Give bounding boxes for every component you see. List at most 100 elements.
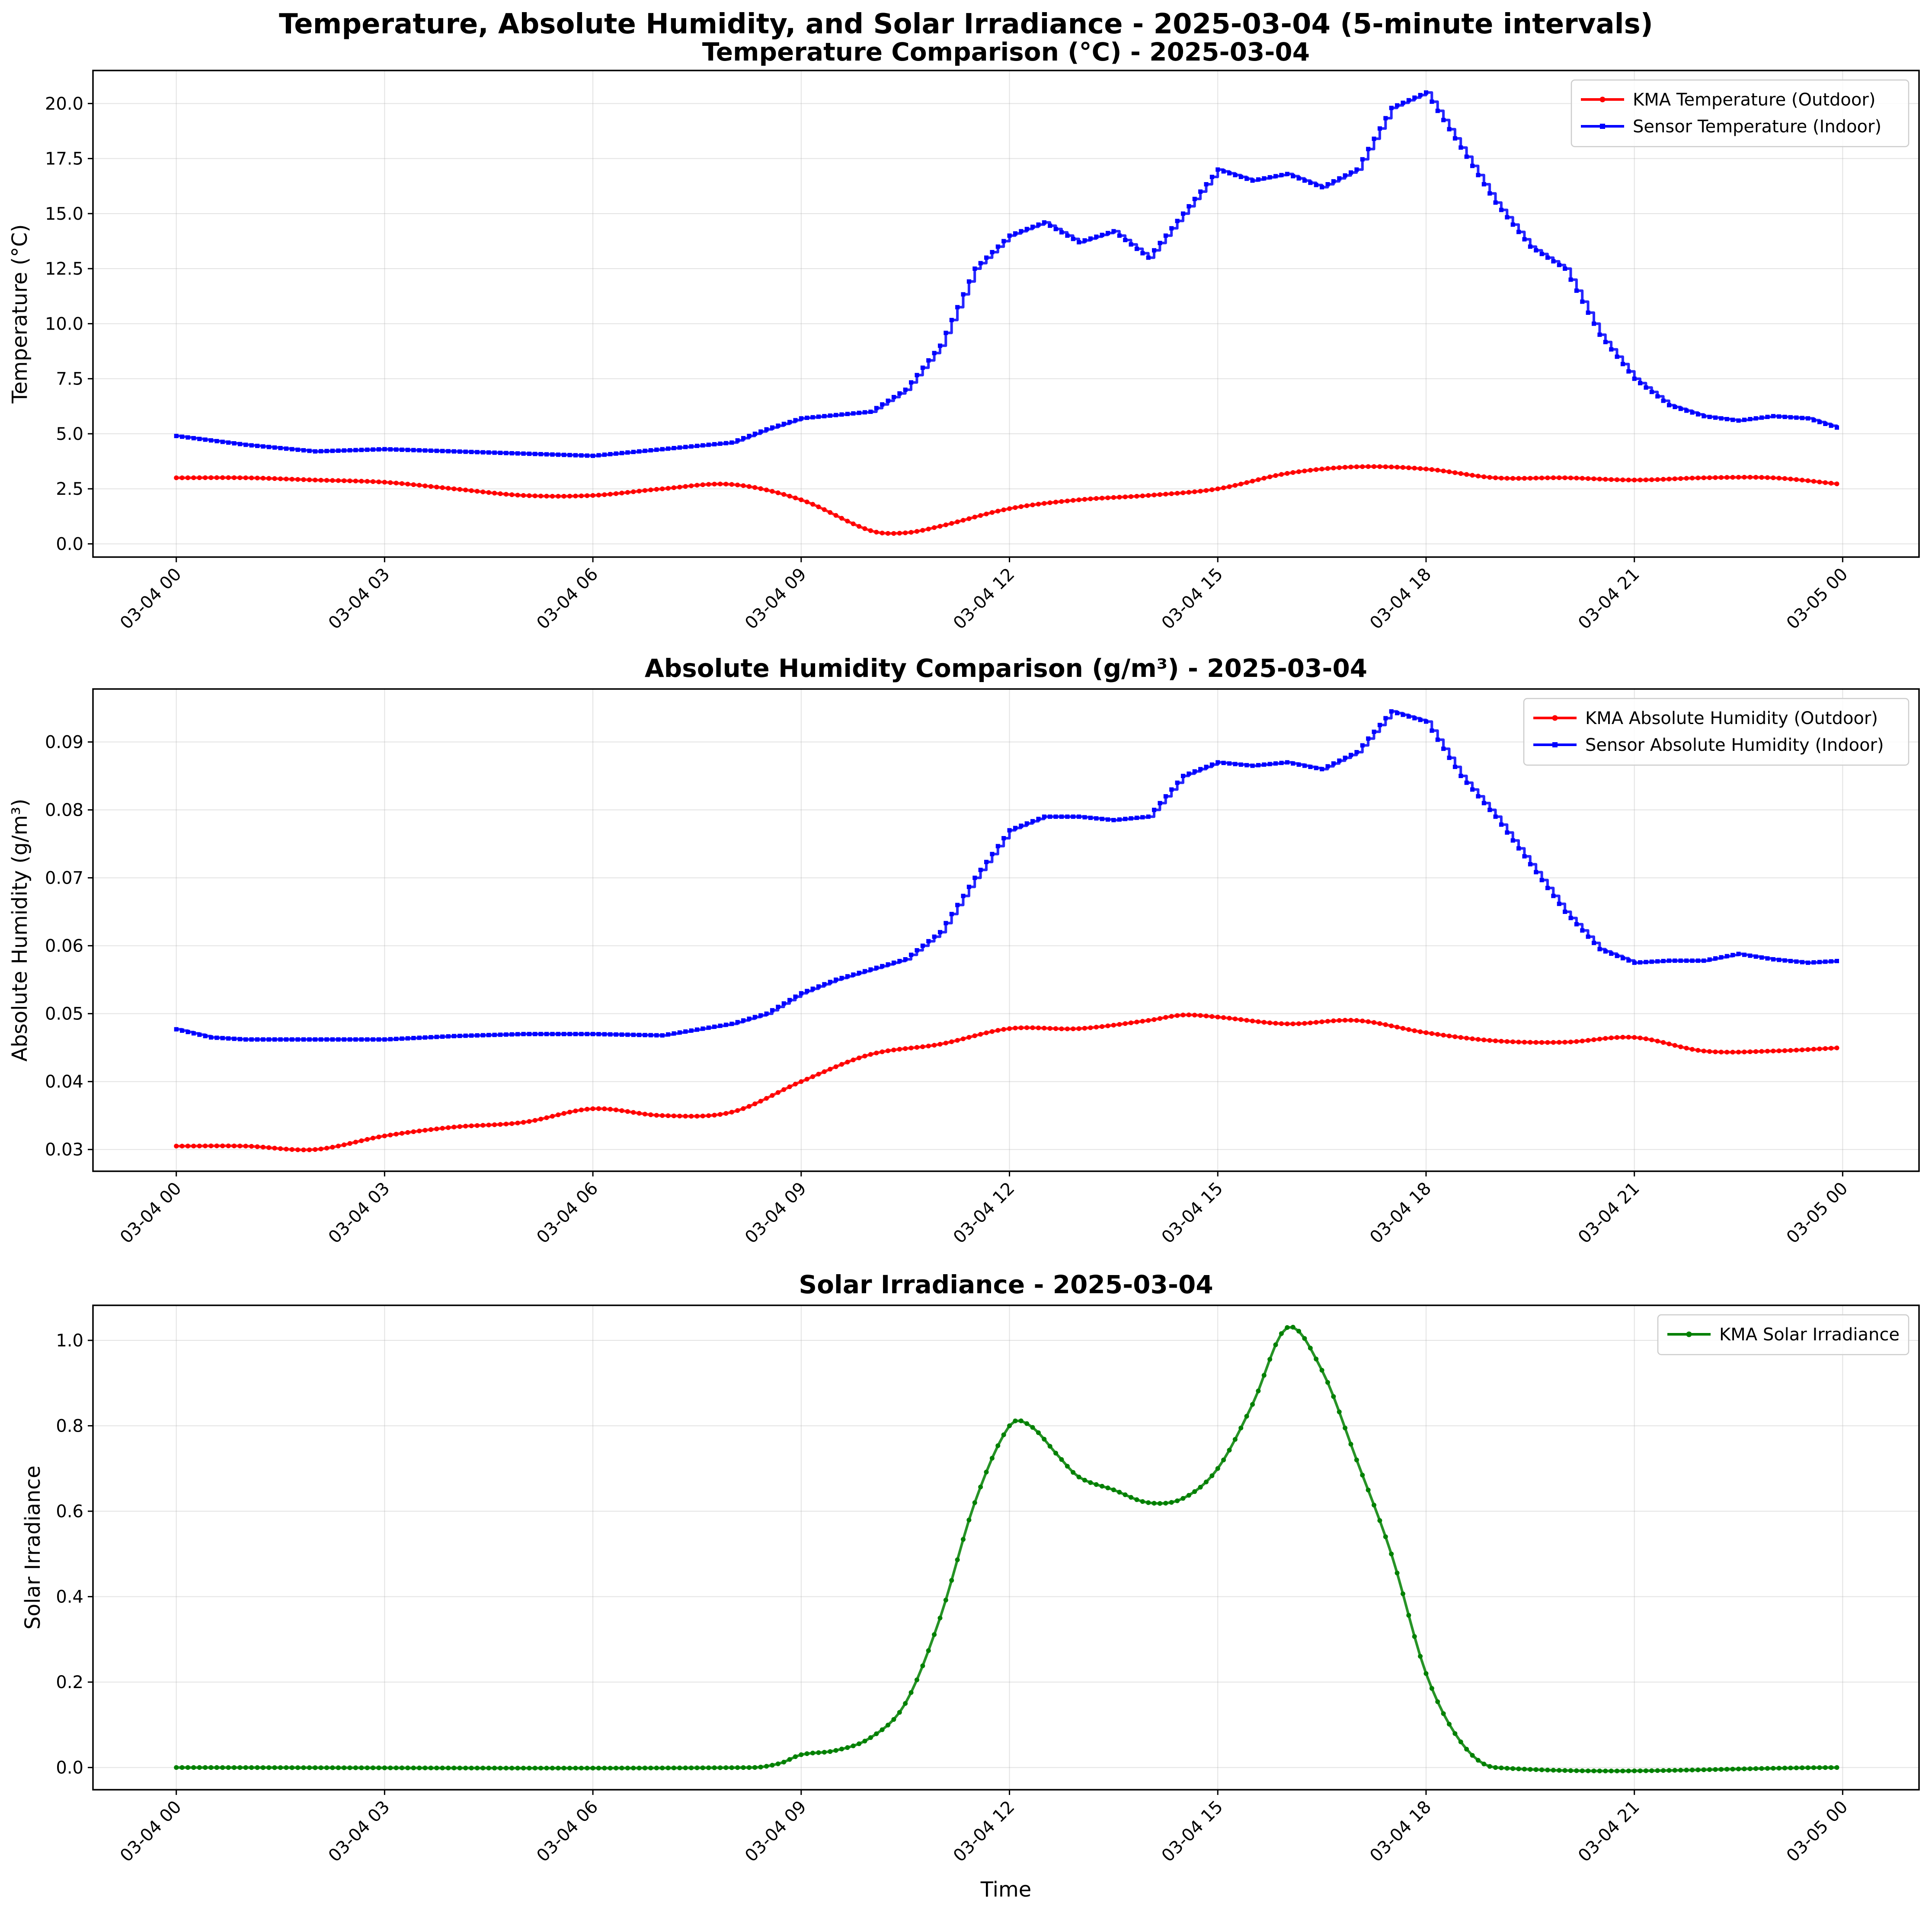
data-point bbox=[1302, 1021, 1307, 1026]
data-point bbox=[544, 1115, 549, 1120]
data-point bbox=[845, 412, 850, 417]
data-point bbox=[978, 513, 983, 518]
data-point bbox=[1007, 506, 1012, 511]
data-point bbox=[1834, 425, 1839, 430]
data-point bbox=[805, 989, 809, 993]
data-point bbox=[1180, 774, 1185, 779]
data-point bbox=[567, 1032, 572, 1036]
data-point bbox=[388, 1765, 393, 1770]
data-point bbox=[1678, 407, 1683, 411]
data-point bbox=[185, 1765, 190, 1770]
data-point bbox=[1406, 714, 1411, 719]
data-point bbox=[822, 1069, 827, 1074]
data-point bbox=[382, 1765, 387, 1770]
data-point bbox=[1019, 824, 1024, 828]
x-tick-label: 03-04 21 bbox=[1574, 1179, 1644, 1248]
data-point bbox=[822, 1750, 827, 1755]
data-point bbox=[1140, 1019, 1145, 1024]
data-point bbox=[1163, 233, 1168, 238]
data-point bbox=[729, 1109, 734, 1115]
data-point bbox=[463, 1124, 468, 1129]
data-point bbox=[1244, 763, 1249, 768]
data-point bbox=[608, 492, 613, 497]
data-point bbox=[689, 1028, 694, 1033]
data-point bbox=[278, 446, 283, 451]
data-point bbox=[428, 1127, 433, 1132]
legend: KMA Temperature (Outdoor)Sensor Temperat… bbox=[1571, 79, 1910, 147]
data-point bbox=[1366, 147, 1371, 151]
data-point bbox=[561, 1111, 566, 1116]
data-point bbox=[353, 478, 358, 484]
data-point bbox=[672, 446, 676, 451]
data-point bbox=[290, 1037, 294, 1042]
data-point bbox=[1146, 814, 1151, 819]
data-point bbox=[614, 491, 619, 496]
data-point bbox=[295, 447, 300, 452]
data-point bbox=[486, 450, 491, 455]
data-point bbox=[602, 492, 607, 497]
data-point bbox=[723, 441, 728, 445]
data-point bbox=[405, 481, 410, 487]
data-point bbox=[1406, 98, 1411, 103]
data-point bbox=[330, 478, 335, 483]
data-point bbox=[1638, 1035, 1643, 1041]
x-tick-label: 03-04 03 bbox=[325, 1179, 394, 1248]
data-point bbox=[851, 1743, 856, 1749]
data-point bbox=[365, 1765, 370, 1770]
data-point bbox=[1238, 175, 1243, 179]
data-point bbox=[1638, 477, 1643, 483]
data-point bbox=[1470, 1036, 1475, 1041]
data-point bbox=[1001, 1432, 1006, 1437]
data-point bbox=[1290, 1325, 1295, 1330]
data-point bbox=[1088, 815, 1093, 820]
data-point bbox=[1418, 1029, 1423, 1034]
data-point bbox=[179, 1765, 185, 1770]
data-point bbox=[1319, 1368, 1324, 1373]
data-point bbox=[1626, 369, 1631, 374]
data-point bbox=[1522, 854, 1527, 859]
panel-title: Solar Irradiance - 2025-03-04 bbox=[799, 1270, 1213, 1299]
data-point bbox=[1713, 415, 1718, 420]
data-point bbox=[908, 1045, 914, 1051]
data-point bbox=[1215, 486, 1220, 491]
data-point bbox=[498, 1766, 503, 1771]
data-point bbox=[208, 475, 214, 480]
data-point bbox=[429, 448, 433, 453]
data-point bbox=[1470, 1753, 1475, 1758]
data-point bbox=[654, 447, 659, 452]
data-point bbox=[1452, 470, 1458, 475]
data-point bbox=[1788, 1048, 1793, 1053]
data-point bbox=[1123, 1021, 1128, 1026]
data-point bbox=[1557, 901, 1561, 906]
data-point bbox=[1233, 762, 1238, 766]
data-point bbox=[249, 443, 254, 448]
data-point bbox=[1412, 716, 1417, 721]
data-point bbox=[625, 490, 630, 495]
data-point bbox=[741, 436, 746, 441]
data-point bbox=[694, 483, 700, 488]
data-point bbox=[746, 484, 752, 489]
data-point bbox=[1730, 953, 1735, 958]
data-point bbox=[1586, 476, 1591, 481]
data-point bbox=[989, 510, 995, 515]
data-point bbox=[532, 493, 537, 499]
data-point bbox=[1609, 347, 1614, 352]
data-point bbox=[1817, 960, 1822, 965]
data-point bbox=[1134, 247, 1139, 251]
data-point bbox=[509, 1121, 515, 1126]
data-point bbox=[532, 1118, 537, 1123]
data-point bbox=[1076, 1026, 1081, 1031]
legend-box bbox=[1657, 1314, 1910, 1355]
data-point bbox=[503, 1766, 509, 1771]
data-point bbox=[1574, 288, 1579, 293]
data-point bbox=[301, 1147, 306, 1153]
data-point bbox=[393, 481, 399, 486]
data-point bbox=[556, 1112, 561, 1118]
data-point bbox=[1203, 1479, 1209, 1484]
data-point bbox=[284, 446, 288, 451]
data-point bbox=[897, 1710, 902, 1715]
data-point bbox=[503, 1122, 509, 1127]
data-point bbox=[1308, 1020, 1313, 1025]
data-point bbox=[932, 525, 937, 530]
data-point bbox=[1047, 500, 1052, 505]
